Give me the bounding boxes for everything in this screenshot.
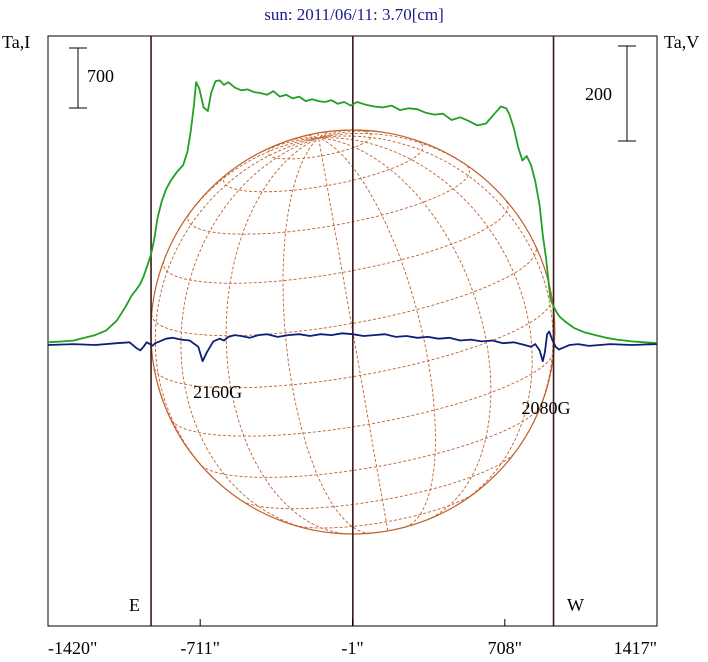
x-tick-label: -711" [180,638,220,658]
scale-bar-right-label: 200 [585,84,612,104]
left-axis-label: Ta,I [2,32,30,52]
disk-longitude-line [318,130,333,139]
disk-longitude-line [318,137,492,521]
east-limb-label: E [129,595,140,615]
disk-longitude-line [177,137,319,232]
disk-latitude-line [151,246,537,337]
annotations: 2160G 2080G [193,382,570,418]
field-strength-annotation: 2160G [193,382,242,402]
limb-and-center-markers [150,36,555,626]
disk-latitude-line [267,129,372,160]
disk-longitude-line [318,137,533,502]
west-limb-label: W [567,595,584,615]
scale-bar-left: 700 [69,47,114,109]
disk-latitude-line [171,352,555,437]
x-axis-ticks: -1420" -711" -1" 708" 1417" [47,619,658,658]
disk-longitude-line [180,137,319,530]
disk-latitude-line [294,493,474,529]
x-tick-label: -1420" [48,638,97,658]
field-strength-annotation: 2080G [522,398,571,418]
disk-longitude-line [317,132,320,138]
disk-longitude-line [303,135,319,139]
disk-latitude-line [187,164,470,235]
right-axis-label: Ta,V [664,32,699,52]
series-layer [47,79,658,363]
disk-longitude-line [318,129,352,139]
scale-bar-left-label: 700 [87,66,114,86]
disk-longitude-line [249,137,319,159]
disk-longitude-line [318,137,389,531]
disk-longitude-line [284,137,319,143]
disk-longitude-line [225,137,348,535]
solar-disk [150,129,556,535]
x-tick-label: 1417" [614,638,657,658]
disk-longitude-line [282,137,371,534]
disk-longitude-line [318,135,554,425]
disk-latitude-line [162,200,509,284]
x-tick-label: 708" [488,638,522,658]
stokes-i-line [47,79,658,345]
disk-longitude-line [318,132,483,178]
disk-longitude-line [318,137,436,528]
chart-title: sun: 2011/06/11: 3.70[cm] [264,5,444,24]
disk-longitude-line [318,130,391,139]
scale-bar-right: 200 [585,45,636,142]
stokes-v-line [47,330,658,363]
disk-longitude-line [154,137,319,481]
x-tick-label: -1" [341,638,363,658]
disk-latitude-line [201,405,542,478]
